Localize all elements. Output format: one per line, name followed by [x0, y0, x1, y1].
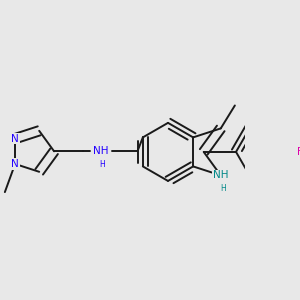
- Text: NH: NH: [213, 170, 229, 180]
- Text: N: N: [11, 134, 19, 144]
- Text: N: N: [11, 159, 19, 169]
- Text: NH: NH: [93, 146, 109, 156]
- Text: H: H: [100, 160, 105, 169]
- Text: H: H: [220, 184, 226, 193]
- Text: F: F: [297, 147, 300, 157]
